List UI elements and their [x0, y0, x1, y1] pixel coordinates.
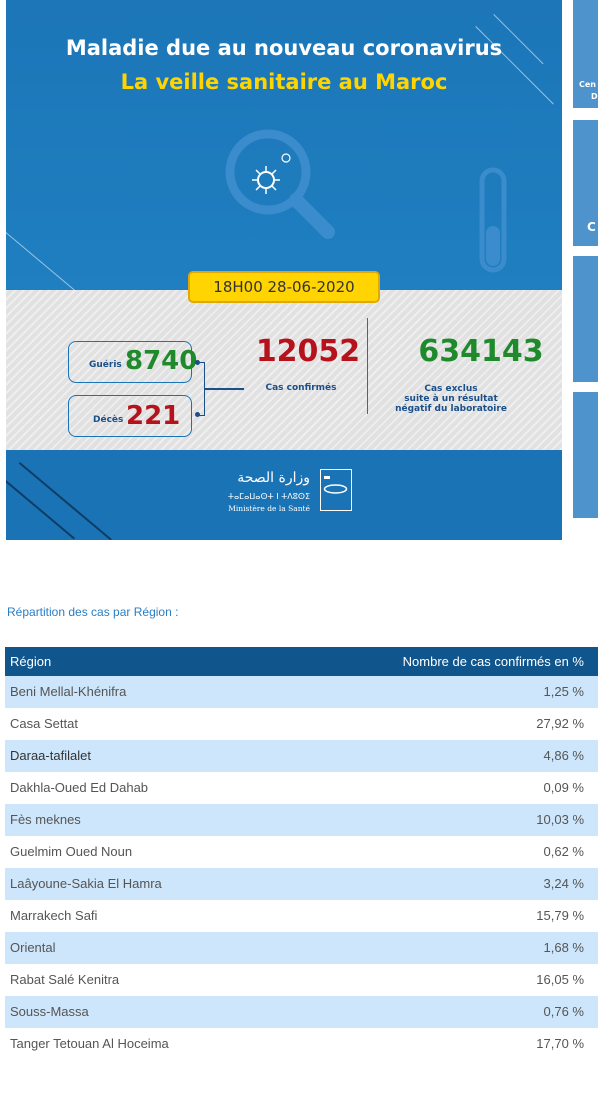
deaths-box: Décès 221	[68, 395, 192, 437]
region-pct: 3,24 %	[543, 876, 584, 891]
region-name: Souss-Massa	[10, 1004, 89, 1019]
banner-top-section	[6, 0, 562, 290]
region-pct: 17,70 %	[536, 1036, 584, 1051]
table-row: Laâyoune-Sakia El Hamra 3,24 %	[5, 868, 598, 900]
test-tube-icon	[479, 167, 507, 273]
confirmed-label: Cas confirmés	[265, 383, 337, 393]
region-table: Région Nombre de cas confirmés en % Beni…	[5, 647, 598, 1060]
ministry-name-french: Ministère de la Santé	[228, 504, 310, 513]
region-name: Fès meknes	[10, 812, 81, 827]
region-pct: 16,05 %	[536, 972, 584, 987]
magnifier-virus-icon	[225, 129, 335, 239]
decorative-line	[6, 480, 75, 540]
excluded-label: Cas exclus suite à un résultat négatif d…	[386, 384, 516, 414]
region-name: Oriental	[10, 940, 56, 955]
table-row: Fès meknes 10,03 %	[5, 804, 598, 836]
region-name: Casa Settat	[10, 716, 78, 731]
region-name: Marrakech Safi	[10, 908, 98, 923]
region-pct: 0,76 %	[543, 1004, 584, 1019]
region-pct: 4,86 %	[543, 748, 584, 763]
infographic-banner: Maladie due au nouveau coronavirus La ve…	[6, 0, 562, 540]
side-card-text: D	[591, 92, 598, 101]
table-row: Marrakech Safi 15,79 %	[5, 900, 598, 932]
excluded-label-line: suite à un résultat	[404, 394, 498, 404]
table-row: Rabat Salé Kenitra 16,05 %	[5, 964, 598, 996]
table-row: Beni Mellal-Khénifra 1,25 %	[5, 676, 598, 708]
connector-line	[204, 388, 244, 390]
table-row: Guelmim Oued Noun 0,62 %	[5, 836, 598, 868]
side-card[interactable]: C	[573, 120, 598, 246]
region-name: Laâyoune-Sakia El Hamra	[10, 876, 162, 891]
confirmed-value: 12052	[255, 334, 361, 369]
side-card-text: Cen	[579, 80, 596, 89]
excluded-label-line: négatif du laboratoire	[395, 404, 507, 414]
region-name: Tanger Tetouan Al Hoceima	[10, 1036, 169, 1051]
side-card[interactable]	[573, 392, 598, 518]
table-row: Tanger Tetouan Al Hoceima 17,70 %	[5, 1028, 598, 1060]
stats-panel	[6, 290, 562, 450]
banner-title: Maladie due au nouveau coronavirus	[65, 36, 503, 60]
region-pct: 1,68 %	[543, 940, 584, 955]
table-row: Oriental 1,68 %	[5, 932, 598, 964]
banner-footer	[6, 450, 562, 540]
table-row: Souss-Massa 0,76 %	[5, 996, 598, 1028]
region-pct: 0,62 %	[543, 844, 584, 859]
connector-dot	[195, 412, 200, 417]
header-region: Région	[10, 654, 52, 669]
report-datetime: 18H00 28-06-2020	[188, 271, 380, 303]
side-card-text: C	[587, 220, 596, 234]
deaths-value: 221	[126, 401, 181, 431]
region-pct: 1,25 %	[543, 684, 584, 699]
region-pct: 0,09 %	[543, 780, 584, 795]
region-name: Dakhla-Oued Ed Dahab	[10, 780, 149, 795]
table-row: Dakhla-Oued Ed Dahab 0,09 %	[5, 772, 598, 804]
recovered-label: Guéris	[89, 360, 122, 370]
region-name: Beni Mellal-Khénifra	[10, 684, 127, 699]
excluded-value: 634143	[418, 334, 544, 369]
table-row: Daraa-tafilalet 4,86 %	[5, 740, 598, 772]
region-name: Daraa-tafilalet	[10, 748, 91, 763]
ministry-logo-icon	[320, 469, 352, 511]
deaths-label: Décès	[93, 415, 124, 425]
excluded-label-line: Cas exclus	[424, 384, 478, 394]
recovered-value: 8740	[125, 346, 198, 376]
side-card[interactable]: Cen D	[573, 0, 598, 108]
connector-dot	[195, 360, 200, 365]
region-pct: 27,92 %	[536, 716, 584, 731]
header-cases: Nombre de cas confirmés en %	[402, 654, 584, 669]
region-pct: 15,79 %	[536, 908, 584, 923]
section-title: Répartition des cas par Région :	[7, 605, 179, 619]
side-card[interactable]	[573, 256, 598, 382]
recovered-box: Guéris 8740	[68, 341, 197, 383]
table-row: Casa Settat 27,92 %	[5, 708, 598, 740]
ministry-name-tifinagh: ⵜⴰⵎⴰⵡⴰⵙⵜ ⵏ ⵜⴷⵓⵙⵉ	[227, 492, 310, 501]
banner-subtitle: La veille sanitaire au Maroc	[120, 70, 448, 94]
region-pct: 10,03 %	[536, 812, 584, 827]
region-name: Rabat Salé Kenitra	[10, 972, 120, 987]
table-header: Région Nombre de cas confirmés en %	[5, 647, 598, 676]
ministry-name-arabic: وزارة الصحة	[237, 470, 310, 486]
stats-divider	[367, 318, 368, 414]
decorative-line	[18, 462, 112, 540]
region-name: Guelmim Oued Noun	[10, 844, 133, 859]
